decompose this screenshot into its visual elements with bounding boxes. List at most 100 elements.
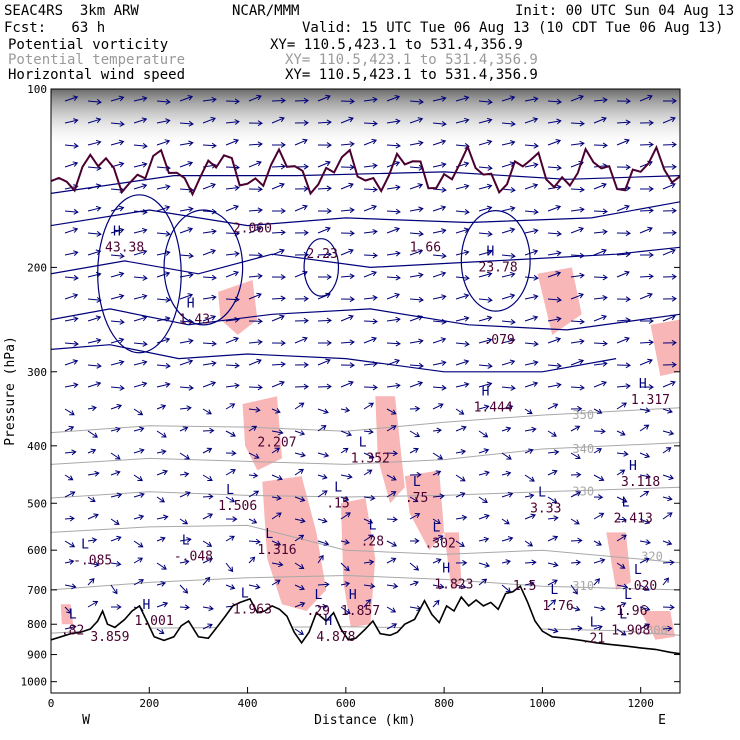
wind-vector-arrow — [294, 402, 305, 410]
wind-vector-arrow — [478, 448, 490, 454]
wind-speed-contour — [51, 201, 680, 227]
wind-vector-arrow — [570, 491, 582, 498]
wind-vector-arrow — [87, 139, 102, 146]
extremum-value-label: 1.352 — [351, 451, 390, 466]
extremum-value-label: 1.76 — [542, 599, 573, 614]
wind-vector-arrow — [616, 251, 631, 258]
wind-vector-arrow — [432, 162, 447, 168]
wind-vector-arrow — [294, 119, 309, 126]
wind-vector-arrow — [87, 315, 102, 322]
wind-vector-arrow — [202, 427, 215, 434]
wind-vector-arrow — [133, 249, 148, 256]
wind-vector-arrow — [271, 540, 282, 546]
wind-vector-arrow — [409, 381, 424, 388]
wind-vector-arrow — [432, 493, 445, 500]
wind-vector-arrow — [501, 253, 516, 259]
east-end-label: E — [658, 713, 666, 728]
wind-vector-arrow — [432, 360, 447, 366]
valid-time: Valid: 15 UTC Tue 06 Aug 13 (10 CDT Tue … — [302, 20, 724, 36]
y-axis-label: Pressure (hPa) — [3, 336, 18, 446]
wind-vector-arrow — [616, 296, 631, 303]
wind-vector-arrow — [225, 496, 236, 503]
wind-vector-arrow — [340, 141, 355, 147]
extremum-marker: H — [482, 385, 490, 400]
wind-vector-arrow — [455, 315, 470, 322]
wind-vector-arrow — [64, 449, 77, 456]
wind-vector-arrow — [271, 229, 286, 236]
wind-vector-arrow — [179, 559, 190, 565]
wind-vector-arrow — [179, 359, 194, 366]
wind-vector-arrow — [64, 95, 79, 102]
wind-vector-arrow — [110, 293, 125, 300]
wind-vector-arrow — [547, 98, 562, 105]
extremum-value-label: .21 — [582, 631, 605, 646]
extremum-marker: L — [182, 534, 190, 549]
wind-vector-arrow — [225, 204, 239, 212]
wind-vector-arrow — [317, 473, 328, 480]
wind-vector-arrow — [639, 490, 650, 498]
wind-vector-arrow — [455, 117, 470, 124]
wind-vector-arrow — [455, 492, 466, 498]
wind-vector-arrow — [110, 452, 121, 460]
theta-contour-label: 330 — [572, 485, 594, 499]
wind-vector-arrow — [501, 293, 516, 300]
wind-vector-arrow — [340, 230, 355, 237]
x-tick-label: 1000 — [529, 697, 556, 710]
wind-vector-arrow — [271, 340, 286, 347]
field-pv-xy: XY= 110.5,423.1 to 531.4,356.9 — [270, 37, 523, 53]
wind-vector-arrow — [409, 405, 421, 412]
wind-vector-arrow — [386, 95, 401, 102]
wind-vector-arrow — [179, 318, 194, 325]
wind-vector-arrow — [294, 97, 309, 104]
wind-vector-arrow — [225, 250, 240, 257]
y-tick-label: 800 — [27, 618, 47, 631]
theta-contour-label: 320 — [641, 550, 663, 564]
wind-vector-arrow — [133, 557, 144, 564]
wind-vector-arrow — [570, 605, 581, 612]
wind-vector-arrow — [455, 559, 468, 566]
pv-fill-region — [640, 611, 676, 640]
field-wind-name: Horizontal wind speed — [8, 67, 186, 83]
wind-vector-arrow — [662, 314, 676, 322]
extremum-marker: L — [622, 495, 630, 510]
wind-vector-arrow — [547, 449, 560, 456]
wind-vector-arrow — [639, 94, 653, 102]
wind-vector-arrow — [110, 518, 120, 525]
wind-vector-arrow — [616, 516, 627, 523]
wind-vector-arrow — [133, 359, 148, 366]
wind-vector-arrow — [455, 275, 470, 281]
extremum-value-label: 43.38 — [105, 240, 144, 255]
wind-vector-arrow — [478, 381, 493, 388]
wind-vector-arrow — [524, 513, 536, 520]
wind-vector-arrow — [87, 117, 102, 124]
wind-vector-arrow — [317, 540, 330, 546]
wind-vector-arrow — [478, 117, 493, 124]
wind-vector-arrow — [294, 229, 309, 236]
wind-vector-arrow — [340, 539, 350, 545]
wind-vector-arrow — [271, 97, 286, 104]
wind-vector-arrow — [363, 559, 375, 566]
wind-vector-arrow — [386, 606, 397, 613]
wind-vector-arrow — [570, 318, 585, 325]
wind-vector-arrow — [616, 469, 626, 476]
wind-vector-arrow — [547, 271, 562, 278]
wind-vector-arrow — [593, 494, 604, 501]
wind-vector-arrow — [110, 561, 122, 567]
wind-vector-arrow — [478, 183, 493, 190]
wind-vector-arrow — [409, 140, 424, 147]
wind-vector-arrow — [156, 98, 171, 105]
wind-vector-arrow — [662, 408, 673, 414]
wind-vector-arrow — [294, 496, 306, 502]
wind-vector-arrow — [110, 426, 121, 433]
wind-vector-arrow — [593, 512, 605, 520]
extremum-value-label: .75 — [405, 491, 428, 506]
wind-vector-arrow — [179, 537, 192, 543]
wind-vector-arrow — [547, 627, 559, 634]
wind-vector-arrow — [110, 584, 118, 595]
wind-vector-arrow — [202, 576, 211, 586]
wind-vector-arrow — [248, 292, 262, 300]
wind-vector-arrow — [179, 405, 192, 411]
wind-vector-arrow — [593, 116, 607, 124]
extremum-value-label: 1.5 — [513, 579, 536, 594]
